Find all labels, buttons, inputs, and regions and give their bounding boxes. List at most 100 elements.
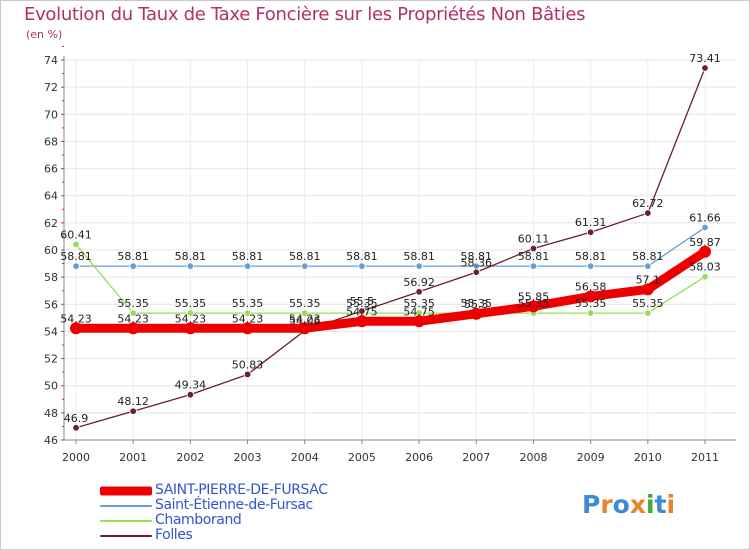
x-tick-label: 2001	[119, 451, 147, 464]
data-label: 54.23	[117, 312, 149, 325]
data-label: 54.06	[289, 315, 321, 328]
y-tick-label: 64	[44, 190, 58, 203]
data-point	[72, 424, 80, 432]
y-tick-label: 52	[44, 353, 58, 366]
chart-subtitle: (en %)	[26, 28, 63, 41]
data-point	[415, 288, 423, 296]
data-label: 58.81	[461, 250, 493, 263]
data-label: 55.35	[575, 297, 607, 310]
data-label: 58.81	[232, 250, 264, 263]
data-label: 54.23	[175, 312, 207, 325]
logo-letter: r	[600, 490, 613, 519]
y-tick-label: 58	[44, 271, 58, 284]
data-label: 55.35	[117, 297, 149, 310]
data-point	[301, 262, 309, 270]
data-label: 55.35	[403, 297, 435, 310]
chart-title: Evolution du Taux de Taxe Foncière sur l…	[24, 4, 586, 25]
data-label: 54.75	[403, 305, 435, 318]
y-tick-label: 66	[44, 163, 58, 176]
x-tick-label: 2007	[462, 451, 490, 464]
data-label: 48.12	[117, 395, 149, 408]
logo-letter: i	[646, 490, 655, 519]
data-label: 58.81	[175, 250, 207, 263]
data-label: 58.81	[117, 250, 149, 263]
x-tick-label: 2008	[519, 451, 547, 464]
data-label: 61.31	[575, 216, 607, 229]
x-tick-label: 2005	[348, 451, 376, 464]
data-point	[586, 228, 595, 236]
series-line	[75, 243, 706, 314]
data-label: 55.5	[350, 295, 375, 308]
data-point	[358, 307, 366, 315]
data-label: 59.87	[689, 236, 721, 249]
data-label: 55.35	[346, 297, 378, 310]
series-line	[75, 226, 706, 267]
proxiti-logo: Proxiti	[582, 490, 675, 519]
data-point	[70, 322, 82, 335]
y-tick-label: 56	[44, 298, 58, 311]
logo-letter: o	[612, 490, 630, 519]
data-label: 55.3	[464, 298, 489, 311]
logo-letter: P	[582, 490, 601, 519]
x-tick-label: 2010	[634, 451, 662, 464]
data-point	[241, 322, 254, 335]
data-point	[355, 315, 368, 328]
data-point	[701, 273, 709, 281]
data-label: 54.23	[232, 312, 264, 325]
data-label: 55.35	[518, 297, 550, 310]
data-point	[472, 268, 480, 276]
data-point	[641, 283, 654, 296]
data-point	[72, 262, 80, 270]
x-tick-label: 2006	[405, 451, 433, 464]
y-tick-label: 62	[44, 217, 58, 230]
x-tick-label: 2011	[691, 451, 719, 464]
data-label: 56.92	[403, 276, 435, 289]
legend-swatch	[100, 504, 152, 507]
data-point	[186, 390, 195, 399]
data-label: 54.23	[289, 312, 321, 325]
data-point	[129, 309, 137, 317]
legend-item: Saint-Étienne-de-Fursac	[100, 497, 400, 513]
x-tick-label: 2009	[577, 451, 605, 464]
y-tick-label: 70	[44, 108, 58, 121]
y-tick-label: 54	[44, 325, 58, 338]
data-point	[527, 300, 540, 313]
data-point	[358, 262, 366, 270]
data-label: 54.23	[60, 312, 92, 325]
chart-data-labels: 58.81 58.81 58.81 58.81 58.81 58.81 58.81 58.81…	[60, 52, 721, 425]
y-tick-label: 72	[44, 81, 58, 94]
data-point	[413, 315, 426, 328]
legend-swatch	[100, 486, 152, 495]
data-point	[129, 407, 137, 415]
data-label: 55.35	[461, 297, 493, 310]
data-point	[298, 322, 311, 335]
x-tick-label: 2004	[291, 451, 319, 464]
y-tick-label: 50	[44, 380, 58, 393]
data-point	[415, 262, 423, 270]
chart-series	[70, 64, 711, 432]
logo-letter: x	[629, 490, 646, 519]
data-point	[644, 262, 652, 270]
data-label: 54.75	[346, 305, 378, 318]
data-label: 58.81	[346, 250, 378, 263]
data-label: 60.41	[60, 228, 92, 241]
data-label: 60.11	[518, 233, 550, 246]
data-point	[301, 309, 309, 317]
legend-swatch	[100, 534, 152, 537]
data-label: 58.81	[632, 250, 664, 263]
legend-swatch	[100, 519, 152, 522]
data-point	[699, 245, 711, 258]
data-label: 49.34	[175, 379, 207, 392]
data-label: 46.9	[64, 412, 89, 425]
series-line	[71, 247, 710, 333]
data-point	[529, 262, 538, 270]
chart-grid	[64, 59, 736, 441]
data-label: 73.41	[689, 52, 721, 65]
y-tick-label: 60	[44, 244, 58, 257]
legend-label: Folles	[155, 527, 193, 543]
logo-letter: i	[666, 490, 676, 519]
data-point	[586, 262, 595, 270]
data-point	[129, 262, 137, 270]
x-tick-label: 2002	[176, 451, 204, 464]
